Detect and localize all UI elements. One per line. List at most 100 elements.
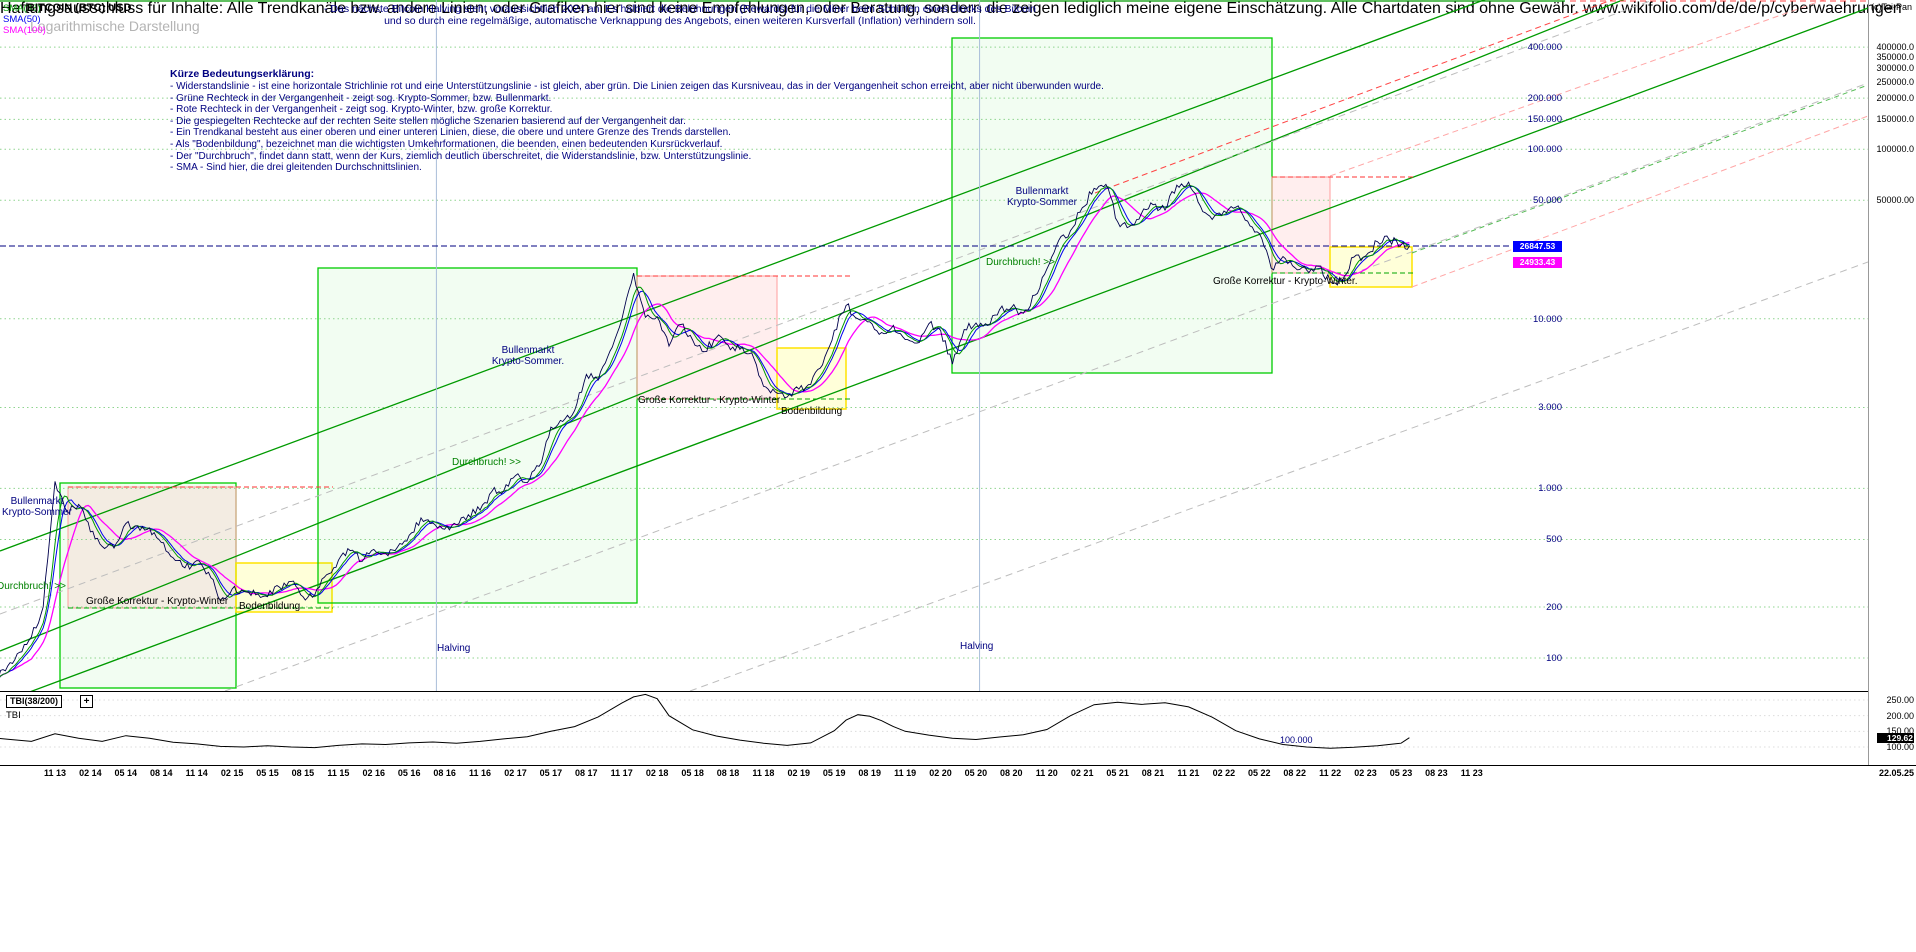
date-label: 08 14 xyxy=(150,768,173,778)
halving-note-line2: und so durch eine regelmäßige, automatis… xyxy=(384,15,976,27)
explanation-title: Kürze Bedeutungserklärung: xyxy=(170,68,315,80)
annotation-label: Bullenmarkt Krypto-Sommer xyxy=(1006,186,1077,208)
expand-plus-icon[interactable]: + xyxy=(80,695,93,708)
tbi-axis-label: 150.00 xyxy=(1886,726,1914,736)
price-axis-label: 400.000 xyxy=(1527,42,1562,53)
tbi-current-chip: 129.62 xyxy=(1877,733,1914,743)
date-label: 08 19 xyxy=(858,768,881,778)
date-label: 11 20 xyxy=(1035,768,1058,778)
explanation-block: Kürze Bedeutungserklärung: - Widerstands… xyxy=(170,68,1104,174)
price-axis-label: 200 xyxy=(1546,602,1562,613)
current-price-chip: 26847.53 xyxy=(1513,241,1562,252)
date-label: 02 22 xyxy=(1212,768,1236,778)
tbi-indicator-button[interactable]: TBI(38/200) xyxy=(6,695,63,708)
price-axis-outer-label: 250000.0 xyxy=(1876,77,1914,87)
date-label: 11 17 xyxy=(610,768,633,778)
date-label: 08 21 xyxy=(1141,768,1165,778)
price-axis-label: 50.000 xyxy=(1532,195,1562,206)
date-label: 05 19 xyxy=(822,768,846,778)
price-axis-label: 100.000 xyxy=(1527,144,1562,155)
annotation-label: Halving xyxy=(960,641,994,652)
tbi-axis-label: 100.00 xyxy=(1886,742,1914,752)
date-label: 02 19 xyxy=(787,768,811,778)
explanation-line: - Als "Bodenbildung", bezeichnet man die… xyxy=(170,138,723,150)
date-label: 11 13 xyxy=(43,768,67,778)
date-label: 11 18 xyxy=(752,768,775,778)
sma100-legend-label: SMA(100) xyxy=(3,25,46,36)
price-axis-label: 3.000 xyxy=(1538,402,1562,413)
price-axis-outer-label: 300000.0 xyxy=(1876,63,1914,73)
date-label: 05 18 xyxy=(681,768,704,778)
chart-title: BITCOIN (BTC) USD xyxy=(27,2,132,14)
date-label: 02 21 xyxy=(1070,768,1094,778)
price-axis-outer-label: 100000.0 xyxy=(1876,144,1914,154)
date-label: 11 22 xyxy=(1319,768,1342,778)
date-label: 05 14 xyxy=(114,768,138,778)
halving-note: - Das nächste Bitcoin Halving steht vora… xyxy=(280,3,1080,27)
tbi-sublabel: TBI xyxy=(6,710,21,721)
explanation-line: - Grüne Rechteck in der Vergangenheit - … xyxy=(170,92,552,104)
annotation-label: Bullenmarkt Krypto-Sommer xyxy=(1,496,72,518)
date-label: 11 14 xyxy=(185,768,208,778)
date-label: 11 16 xyxy=(468,768,492,778)
sma100-price-chip: 24933.43 xyxy=(1513,257,1562,268)
date-label: 02 20 xyxy=(929,768,952,778)
price-axis-label: 150.000 xyxy=(1527,114,1562,125)
explanation-line: - Rote Rechteck in der Vergangenheit - z… xyxy=(170,104,553,116)
annotation-label: Halving xyxy=(437,643,471,654)
date-label: 11 15 xyxy=(327,768,350,778)
annotation-label: Große Korrektur - Krypto-Winter xyxy=(86,596,229,607)
copyright-label: (c)Tai-Pan xyxy=(1870,2,1912,12)
price-axis-label: 500 xyxy=(1546,534,1562,545)
date-label: 05 15 xyxy=(256,768,279,778)
date-label: 02 23 xyxy=(1354,768,1377,778)
date-label: 08 23 xyxy=(1425,768,1448,778)
annotation-label: Bodenbildung xyxy=(239,601,301,612)
date-label: 05 20 xyxy=(964,768,988,778)
annotation-label: Durchbruch! >> xyxy=(452,457,521,468)
date-label: 02 17 xyxy=(504,768,527,778)
explanation-line: - Die gespiegelten Rechtecke auf der rec… xyxy=(170,115,686,127)
date-label: 08 18 xyxy=(716,768,740,778)
halving-note-line1: - Das nächste Bitcoin Halving steht vora… xyxy=(323,3,1037,15)
tbi-axis-label: 200.00 xyxy=(1886,711,1914,721)
date-label: 05 17 xyxy=(539,768,563,778)
date-label: 02 14 xyxy=(79,768,102,778)
date-label: 08 22 xyxy=(1283,768,1306,778)
price-axis-label: 200.000 xyxy=(1527,93,1562,104)
date-label: 02 16 xyxy=(362,768,386,778)
price-axis-outer-label: 350000.0 xyxy=(1876,52,1914,62)
explanation-line: - Ein Trendkanal besteht aus einer obere… xyxy=(170,127,731,139)
date-label: 11 19 xyxy=(894,768,917,778)
explanation-line: - Widerstandslinie - ist eine horizontal… xyxy=(170,81,1104,92)
date-label: 08 20 xyxy=(1000,768,1023,778)
price-axis-label: 10.000 xyxy=(1532,314,1562,325)
date-label: 02 15 xyxy=(220,768,244,778)
price-axis-label: 1.000 xyxy=(1538,483,1562,494)
scale-mode-label: Logarithmische Darstellung xyxy=(30,18,200,34)
price-axis-outer-label: 150000.0 xyxy=(1876,114,1914,124)
explanation-line: - SMA - Sind hier, die drei gleitenden D… xyxy=(170,162,422,174)
explanation-line: - Der "Durchbruch", findet dann statt, w… xyxy=(170,150,752,162)
tbi-inner-level-label: 100.000 xyxy=(1280,735,1313,745)
disclaimer-text: Haftungsausschluss für Inhalte: Alle Tre… xyxy=(0,0,1902,17)
annotation-label: Bodenbildung xyxy=(781,406,843,417)
sma50-legend-label: SMA(50) xyxy=(3,14,41,25)
annotation-label: Große Korrektur - Krypto-Winter xyxy=(638,395,781,406)
explanation-lines: - Widerstandslinie - ist eine horizontal… xyxy=(170,81,1104,174)
date-label: 08 16 xyxy=(433,768,456,778)
annotation-label: Durchbruch! >> xyxy=(986,257,1055,268)
tbi-axis-label: 250.00 xyxy=(1886,695,1914,705)
price-axis-outer-label: 50000.00 xyxy=(1876,195,1914,205)
date-label: 11 21 xyxy=(1177,768,1200,778)
annotation-label: Durchbruch! >> xyxy=(0,581,66,592)
date-label: 05 16 xyxy=(397,768,421,778)
price-axis-outer-label: 400000.0 xyxy=(1876,42,1914,52)
price-axis-label: 100 xyxy=(1546,653,1562,664)
axis-end-date-label: 22.05.25 xyxy=(1878,768,1914,778)
date-label: 05 22 xyxy=(1248,768,1271,778)
annotation-label: Bullenmarkt Krypto-Sommer. xyxy=(491,345,565,367)
date-label: 05 21 xyxy=(1106,768,1129,778)
